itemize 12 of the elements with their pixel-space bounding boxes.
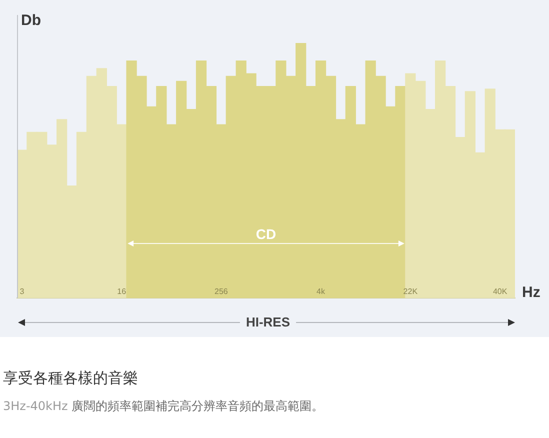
annotation: CD [256, 226, 276, 242]
text: 享受各種各樣的音樂 [3, 368, 138, 388]
y-axis-title: Db [21, 12, 41, 30]
x-tick-label: 22K [403, 287, 418, 296]
x-tick-label: 3 [20, 287, 25, 296]
text: 3Hz-40kHz 廣闊的頻率範圍補完高分辨率音頻的最高範圍。 [3, 399, 324, 413]
text: HI-RES [246, 314, 290, 330]
x-tick-label: 40K [492, 287, 508, 296]
x-tick-label: 4k [316, 287, 326, 296]
x-tick-label: 16 [117, 287, 127, 296]
x-axis-title: Hz [522, 284, 540, 302]
x-tick-label: 256 [214, 287, 228, 296]
